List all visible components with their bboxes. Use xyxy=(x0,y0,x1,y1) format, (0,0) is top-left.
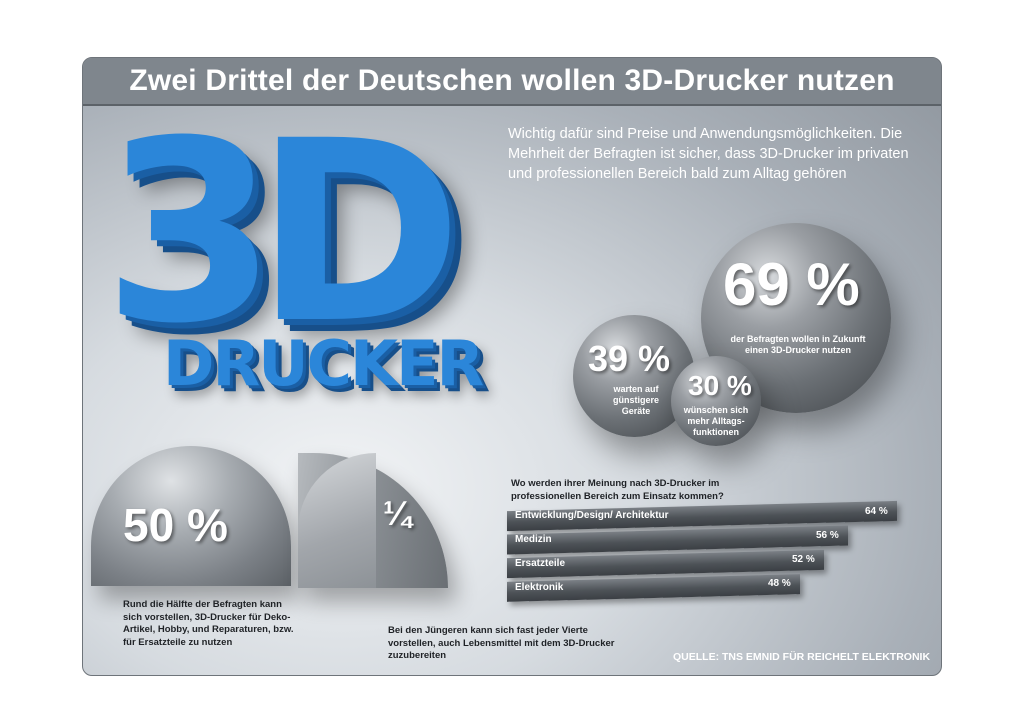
stat-69-value: 69 % xyxy=(723,251,860,318)
stat-39-value: 39 % xyxy=(588,338,671,379)
source-note: QUELLE: TNS EMNID FÜR REICHELT ELEKTRONI… xyxy=(673,651,931,663)
logo-3d-letters: 3D xyxy=(103,87,463,378)
title-bar: Zwei Drittel der Deutschen wollen 3D-Dru… xyxy=(83,58,941,106)
sphere-30 xyxy=(671,356,761,446)
bar-value-0: 64 % xyxy=(865,506,888,517)
bar-label-0: Entwicklung/Design/ Architektur xyxy=(515,510,669,521)
intro-text: Wichtig dafür sind Preise und Anwendungs… xyxy=(508,126,909,182)
stat-30-value: 30 % xyxy=(688,370,752,401)
bar-label-2: Ersatzteile xyxy=(515,558,566,569)
stat-50-label: Rund die Hälfte der Befragten kann sich … xyxy=(123,599,294,648)
stat-quarter-value: ¼ xyxy=(383,495,412,533)
bar-value-3: 48 % xyxy=(768,578,791,589)
infographic-card: Zwei Drittel der Deutschen wollen 3D-Dru… xyxy=(82,57,942,676)
bar-value-2: 52 % xyxy=(792,554,815,565)
logo-drucker-word: DRUCKER xyxy=(163,327,484,400)
bar-value-1: 56 % xyxy=(816,530,839,541)
stat-69-label: der Befragten wollen in Zukunft einen 3D… xyxy=(730,334,866,355)
bar-label-1: Medizin xyxy=(515,534,552,545)
chart-question: Wo werden ihrer Meinung nach 3D-Drucker … xyxy=(511,478,724,502)
stat-50-value: 50 % xyxy=(123,499,228,551)
page-title: Zwei Drittel der Deutschen wollen 3D-Dru… xyxy=(129,64,895,97)
stat-30-label: wünschen sich mehr Alltags-funktionen xyxy=(683,405,749,437)
bar-label-3: Elektronik xyxy=(515,582,564,593)
stat-quarter-label: Bei den Jüngeren kann sich fast jeder Vi… xyxy=(388,625,615,661)
stat-39-label: warten auf günstigere Geräte xyxy=(612,384,659,416)
